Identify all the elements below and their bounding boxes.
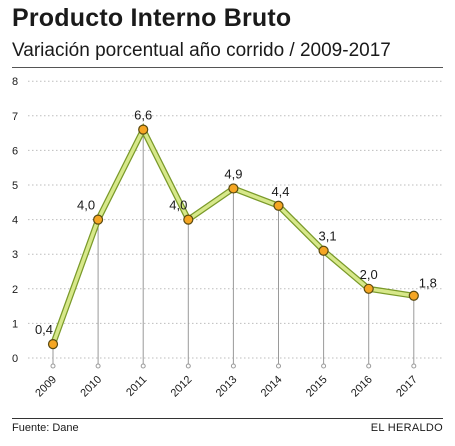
chart-title: Producto Interno Bruto bbox=[12, 4, 292, 32]
footer-divider bbox=[12, 418, 443, 419]
x-tick-label: 2013 bbox=[214, 374, 240, 400]
data-point bbox=[92, 214, 104, 225]
publisher-brand: EL HERALDO bbox=[370, 422, 443, 434]
data-point bbox=[273, 200, 284, 211]
data-point bbox=[183, 214, 194, 225]
y-tick-label: 4 bbox=[12, 215, 18, 227]
data-label: 2,0 bbox=[360, 267, 378, 282]
x-tick-label: 2016 bbox=[349, 374, 375, 400]
header-divider bbox=[12, 67, 443, 68]
x-tick-dot bbox=[230, 363, 236, 369]
data-label: 3,1 bbox=[319, 229, 337, 244]
x-tick-label: 2015 bbox=[304, 374, 330, 400]
y-tick-label: 8 bbox=[12, 76, 18, 88]
data-label: 1,8 bbox=[419, 276, 437, 291]
x-tick-dot bbox=[95, 363, 101, 369]
data-label: 0,4 bbox=[35, 322, 53, 337]
data-point bbox=[47, 339, 59, 350]
y-tick-label: 6 bbox=[12, 145, 18, 157]
x-tick-dot bbox=[185, 363, 191, 369]
data-label: 4,4 bbox=[271, 184, 289, 199]
y-tick-label: 3 bbox=[12, 249, 18, 261]
data-point bbox=[228, 183, 239, 194]
y-tick-label: 2 bbox=[12, 284, 18, 296]
y-tick-label: 1 bbox=[12, 318, 18, 330]
data-point bbox=[318, 245, 329, 256]
x-tick-dot bbox=[366, 363, 372, 369]
x-tick-dot bbox=[50, 363, 56, 369]
y-tick-label: 5 bbox=[12, 180, 18, 192]
x-tick-label: 2014 bbox=[259, 374, 285, 400]
data-point bbox=[408, 290, 419, 301]
x-tick-label: 2010 bbox=[78, 374, 104, 400]
x-tick-label: 2012 bbox=[169, 374, 195, 400]
line-chart: 0 1 2 3 4 5 6 7 8 0,4 4,0 6,6 4,0 4,9 4,4 3,1 2,0 1,8 2009… bbox=[12, 76, 442, 400]
x-tick-dot bbox=[321, 363, 327, 369]
data-point bbox=[363, 283, 374, 294]
y-tick-label: 0 bbox=[12, 353, 18, 365]
data-label: 6,6 bbox=[134, 108, 152, 123]
x-tick-dot bbox=[411, 363, 417, 369]
source-note: Fuente: Dane bbox=[12, 422, 79, 434]
x-tick-label: 2017 bbox=[394, 374, 420, 400]
data-label: 4,0 bbox=[169, 198, 187, 213]
chart-subtitle: Variación porcentual año corrido / 2009-… bbox=[12, 40, 391, 61]
data-point bbox=[138, 124, 149, 135]
x-tick-dot bbox=[140, 363, 146, 369]
data-label: 4,9 bbox=[224, 166, 242, 181]
x-tick-label: 2011 bbox=[124, 374, 149, 399]
y-tick-label: 7 bbox=[12, 111, 18, 123]
data-label: 4,0 bbox=[77, 198, 95, 213]
x-tick-dot bbox=[276, 363, 281, 369]
x-tick-label: 2009 bbox=[33, 374, 59, 400]
